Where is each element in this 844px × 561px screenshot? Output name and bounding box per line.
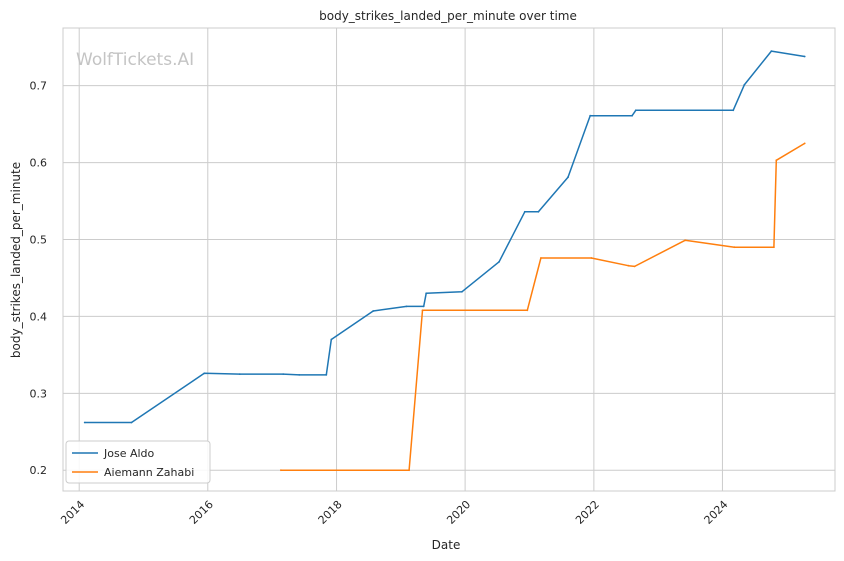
x-axis-title: Date bbox=[432, 538, 461, 552]
series-jose-aldo bbox=[83, 50, 806, 424]
data-point-jose-aldo-16 bbox=[567, 176, 569, 179]
data-point-aiemann-zahabi-10 bbox=[773, 246, 775, 249]
data-point-aiemann-zahabi-2 bbox=[421, 309, 424, 312]
data-point-jose-aldo-22 bbox=[770, 50, 773, 52]
data-point-jose-aldo-9 bbox=[405, 305, 408, 308]
data-point-aiemann-zahabi-12 bbox=[803, 142, 806, 145]
y-tick-label-0-4: 0.4 bbox=[30, 310, 48, 323]
data-point-aiemann-zahabi-1 bbox=[408, 469, 410, 472]
data-point-jose-aldo-1 bbox=[130, 421, 133, 424]
legend-label-jose-aldo: Jose Aldo bbox=[103, 447, 155, 460]
data-point-aiemann-zahabi-3 bbox=[526, 309, 529, 312]
legend-box bbox=[65, 440, 211, 484]
chart-title: body_strikes_landed_per_minute over time bbox=[319, 9, 577, 23]
data-point-aiemann-zahabi-6 bbox=[627, 264, 630, 267]
y-tick-label-0-3: 0.3 bbox=[30, 387, 48, 400]
data-point-jose-aldo-2 bbox=[203, 372, 206, 375]
data-point-jose-aldo-8 bbox=[372, 310, 375, 312]
y-tick-label-0-7: 0.7 bbox=[30, 80, 48, 93]
data-point-aiemann-zahabi-4 bbox=[540, 257, 542, 259]
series-line-jose-aldo bbox=[84, 50, 805, 424]
data-point-jose-aldo-3 bbox=[238, 373, 241, 375]
data-point-jose-aldo-4 bbox=[282, 373, 285, 375]
data-point-jose-aldo-15 bbox=[537, 210, 540, 213]
series-aiemann-zahabi bbox=[280, 142, 806, 472]
legend-label-aiemann-zahabi: Aiemann Zahabi bbox=[104, 466, 194, 479]
y-tick-label-0-2: 0.2 bbox=[30, 464, 48, 477]
y-tick-label-0-5: 0.5 bbox=[30, 234, 48, 247]
data-point-jose-aldo-10 bbox=[422, 305, 425, 308]
data-point-jose-aldo-20 bbox=[732, 109, 735, 112]
data-point-jose-aldo-21 bbox=[743, 84, 746, 86]
data-point-jose-aldo-17 bbox=[589, 114, 592, 117]
data-point-jose-aldo-11 bbox=[425, 292, 428, 295]
data-point-jose-aldo-18 bbox=[631, 114, 633, 117]
data-point-aiemann-zahabi-0 bbox=[280, 469, 282, 472]
data-point-jose-aldo-14 bbox=[523, 210, 526, 213]
data-point-jose-aldo-6 bbox=[325, 374, 328, 376]
data-point-jose-aldo-13 bbox=[498, 260, 500, 263]
data-point-aiemann-zahabi-7 bbox=[633, 265, 636, 268]
watermark: WolfTickets.AI bbox=[76, 50, 194, 70]
data-point-aiemann-zahabi-5 bbox=[590, 257, 593, 259]
legend: Jose Aldo Aiemann Zahabi bbox=[65, 440, 211, 484]
data-point-aiemann-zahabi-9 bbox=[733, 246, 736, 249]
series-lines bbox=[83, 50, 806, 472]
y-axis-title: body_strikes_landed_per_minute bbox=[9, 162, 23, 358]
y-axis-ticks: 0.2 0.3 0.4 0.5 0.6 0.7 bbox=[30, 80, 48, 478]
data-point-jose-aldo-23 bbox=[803, 55, 806, 58]
grid bbox=[63, 28, 835, 491]
data-point-jose-aldo-12 bbox=[461, 290, 463, 293]
data-point-aiemann-zahabi-11 bbox=[775, 159, 778, 162]
data-point-jose-aldo-7 bbox=[330, 338, 333, 341]
plot-area-frame bbox=[62, 27, 836, 492]
data-point-aiemann-zahabi-8 bbox=[684, 239, 686, 242]
data-point-jose-aldo-19 bbox=[634, 109, 637, 112]
data-point-jose-aldo-5 bbox=[298, 374, 301, 376]
y-tick-label-0-6: 0.6 bbox=[30, 157, 48, 170]
data-point-jose-aldo-0 bbox=[83, 421, 86, 424]
